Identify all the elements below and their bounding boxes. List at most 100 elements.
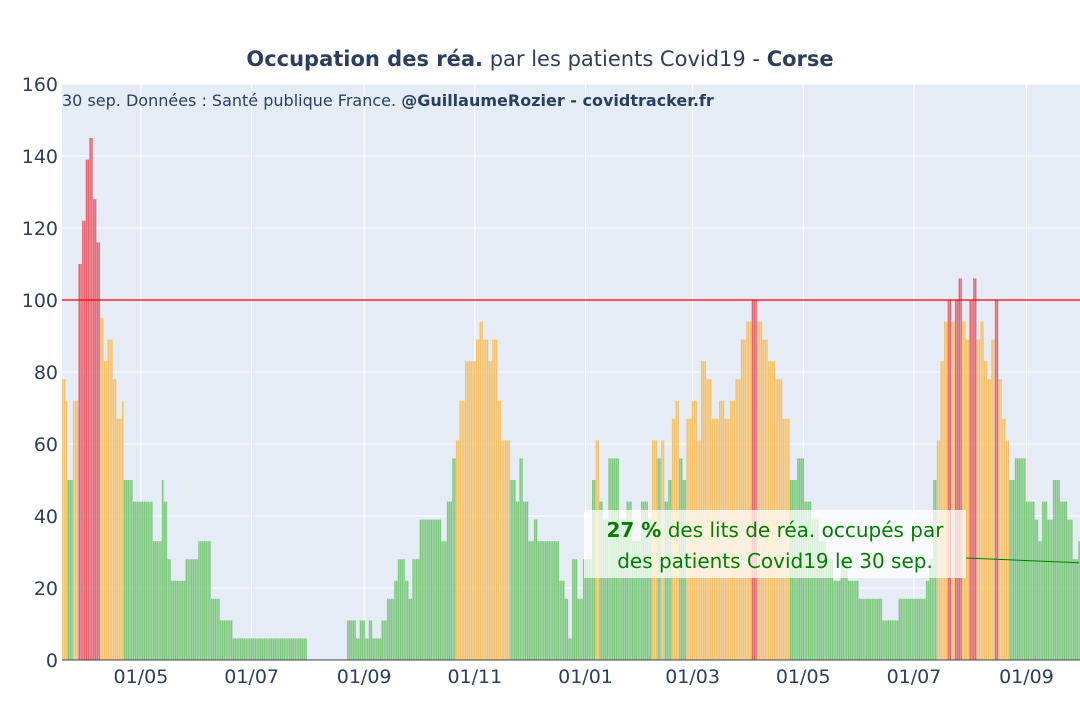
bar — [806, 501, 808, 660]
bar — [131, 480, 133, 660]
bar — [1023, 458, 1026, 660]
bar — [1029, 501, 1031, 660]
bar — [298, 638, 300, 660]
bar — [399, 559, 402, 660]
bar — [1036, 519, 1039, 660]
bar — [85, 159, 88, 660]
bar — [853, 580, 855, 660]
bar — [259, 638, 262, 660]
bar — [746, 321, 748, 660]
bar — [993, 339, 995, 660]
bar — [466, 361, 469, 660]
bar — [1040, 541, 1042, 660]
bar — [122, 400, 124, 660]
bar — [893, 620, 895, 660]
bar — [83, 220, 86, 661]
bar — [189, 559, 191, 660]
bar — [996, 300, 999, 660]
bar — [1060, 501, 1062, 660]
bar — [920, 598, 922, 660]
bar — [125, 480, 128, 660]
bar — [281, 638, 284, 660]
bar — [241, 638, 244, 660]
bar — [249, 638, 251, 660]
text-part: Occupation des réa. — [246, 47, 483, 71]
bar — [397, 559, 400, 660]
bar — [65, 400, 68, 660]
bar — [120, 418, 122, 660]
bar — [515, 501, 518, 660]
bar — [907, 598, 910, 660]
bar — [1014, 458, 1017, 660]
bar — [512, 480, 514, 660]
bar — [561, 580, 563, 660]
bar — [180, 580, 182, 660]
bar — [829, 559, 832, 660]
bar — [506, 440, 509, 660]
bar — [381, 620, 384, 660]
bar — [882, 620, 884, 660]
bar — [209, 541, 211, 660]
bar — [822, 541, 824, 660]
bar — [601, 501, 603, 660]
bar — [477, 339, 480, 660]
bar — [766, 339, 768, 660]
bar — [504, 440, 507, 660]
bar — [448, 501, 451, 660]
bar — [455, 440, 458, 660]
bar — [869, 598, 872, 660]
bar — [818, 541, 821, 660]
bar — [417, 559, 420, 660]
bar — [846, 559, 848, 660]
bar — [247, 638, 249, 660]
bar — [947, 300, 950, 660]
bar — [983, 361, 986, 660]
bar — [584, 559, 587, 660]
bar — [1031, 501, 1033, 660]
bar — [978, 339, 981, 660]
bar — [234, 638, 237, 660]
bar — [622, 519, 625, 660]
bar — [169, 559, 171, 660]
bar — [1056, 480, 1059, 660]
bar — [742, 339, 745, 660]
bar — [285, 638, 287, 660]
bar — [185, 559, 188, 660]
bar — [388, 598, 391, 660]
bar — [356, 638, 358, 660]
bar — [838, 580, 841, 660]
bar — [414, 559, 416, 660]
bar — [1049, 519, 1051, 660]
x-tick-label: 01/11 — [447, 666, 502, 688]
bar — [873, 598, 875, 660]
bar — [470, 361, 472, 660]
x-tick-label: 01/09 — [999, 666, 1054, 688]
bar — [432, 519, 434, 660]
bar — [1002, 418, 1004, 660]
bar — [161, 480, 164, 660]
bar — [78, 264, 80, 660]
bar — [840, 559, 843, 660]
bar — [967, 339, 970, 660]
bar — [484, 339, 487, 660]
bar — [439, 519, 442, 660]
bar — [991, 339, 993, 660]
bar — [577, 598, 580, 660]
bar — [258, 638, 260, 660]
bar — [949, 300, 952, 660]
bar — [454, 458, 456, 660]
bar — [223, 620, 226, 660]
bar — [74, 400, 77, 660]
bar — [445, 541, 447, 660]
bar — [178, 580, 180, 660]
bar — [172, 580, 175, 660]
bar — [354, 620, 356, 660]
bar — [221, 620, 224, 660]
bar — [196, 559, 198, 660]
bar — [1047, 519, 1049, 660]
bar — [987, 379, 990, 660]
y-tick-label: 160 — [22, 74, 58, 96]
text-part: 30 sep. Données : Santé publique France. — [62, 91, 401, 110]
bar — [1067, 519, 1069, 660]
bar — [446, 501, 449, 660]
